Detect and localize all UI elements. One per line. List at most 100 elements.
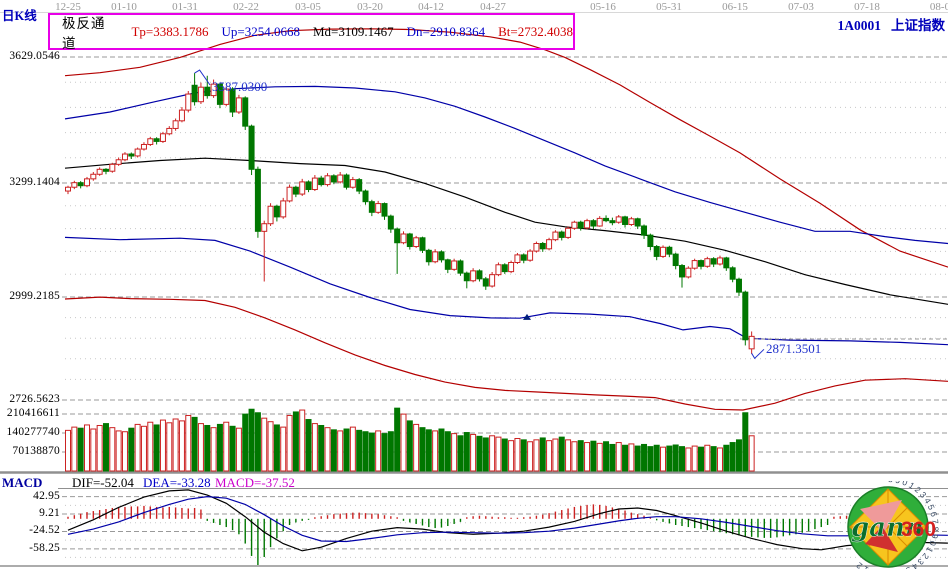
candle[interactable] xyxy=(603,217,610,222)
volume-bar[interactable] xyxy=(400,413,407,472)
candle[interactable] xyxy=(286,186,293,202)
candle[interactable] xyxy=(324,175,331,186)
candle[interactable] xyxy=(166,127,173,135)
candle[interactable] xyxy=(501,264,508,273)
volume-bar[interactable] xyxy=(77,427,84,472)
volume-bar[interactable] xyxy=(90,428,97,472)
candle[interactable] xyxy=(628,218,635,225)
volume-bar[interactable] xyxy=(634,445,641,472)
volume-bar[interactable] xyxy=(691,445,698,472)
candle[interactable] xyxy=(609,220,616,224)
volume-bar[interactable] xyxy=(565,439,572,472)
candle[interactable] xyxy=(527,250,534,261)
volume-bar[interactable] xyxy=(577,440,584,472)
volume-bar[interactable] xyxy=(698,446,704,472)
volume-bar[interactable] xyxy=(558,436,565,472)
volume-bar[interactable] xyxy=(539,437,546,472)
candle[interactable] xyxy=(710,258,717,265)
candle[interactable] xyxy=(223,88,230,105)
candle[interactable] xyxy=(330,175,337,183)
candle[interactable] xyxy=(185,93,192,111)
macd-panel-label[interactable]: MACD xyxy=(2,475,43,490)
volume-bar[interactable] xyxy=(337,430,344,472)
volume-bar[interactable] xyxy=(362,431,369,472)
volume-bar[interactable] xyxy=(387,431,394,472)
volume-bar[interactable] xyxy=(235,427,242,472)
candle[interactable] xyxy=(210,83,217,97)
volume-bar[interactable] xyxy=(223,421,230,472)
candle[interactable] xyxy=(172,120,179,129)
candle[interactable] xyxy=(514,254,521,263)
candle[interactable] xyxy=(311,177,318,191)
volume-bar[interactable] xyxy=(679,446,686,472)
candle[interactable] xyxy=(685,267,692,278)
candle[interactable] xyxy=(432,251,439,263)
candle[interactable] xyxy=(590,220,597,227)
candle[interactable] xyxy=(77,182,84,187)
volume-bar[interactable] xyxy=(628,443,635,472)
candle[interactable] xyxy=(128,153,135,157)
candle[interactable] xyxy=(349,179,356,188)
candle[interactable] xyxy=(318,177,325,186)
volume-bar[interactable] xyxy=(292,411,299,472)
volume-bar[interactable] xyxy=(210,427,217,472)
volume-bar[interactable] xyxy=(349,426,356,472)
candle[interactable] xyxy=(147,138,154,145)
volume-bar[interactable] xyxy=(115,430,122,472)
volume-bar[interactable] xyxy=(622,444,629,472)
volume-bar[interactable] xyxy=(501,438,508,472)
candle[interactable] xyxy=(267,205,274,225)
candle[interactable] xyxy=(723,257,730,269)
volume-bar[interactable] xyxy=(305,419,312,472)
candle[interactable] xyxy=(489,274,496,287)
candle[interactable] xyxy=(716,257,723,265)
volume-bar[interactable] xyxy=(438,428,445,472)
volume-bar[interactable] xyxy=(546,440,553,472)
candle[interactable] xyxy=(229,88,236,113)
volume-bar[interactable] xyxy=(254,412,261,472)
candle[interactable] xyxy=(375,203,382,213)
candle[interactable] xyxy=(140,143,147,150)
candle[interactable] xyxy=(565,227,572,238)
volume-bar[interactable] xyxy=(476,435,483,472)
volume-bar[interactable] xyxy=(653,444,660,472)
volume-bar[interactable] xyxy=(140,425,147,472)
candle[interactable] xyxy=(546,239,553,250)
candle[interactable] xyxy=(387,215,394,230)
candle[interactable] xyxy=(735,278,742,293)
candle[interactable] xyxy=(368,201,375,213)
candle[interactable] xyxy=(134,148,141,157)
candle[interactable] xyxy=(261,223,268,232)
volume-bar[interactable] xyxy=(368,432,375,472)
candle[interactable] xyxy=(121,153,128,161)
volume-bar[interactable] xyxy=(406,420,413,472)
volume-bar[interactable] xyxy=(197,423,204,472)
volume-bar[interactable] xyxy=(267,421,274,472)
candle[interactable] xyxy=(742,291,749,341)
volume-bar[interactable] xyxy=(685,447,692,472)
candle[interactable] xyxy=(273,205,280,218)
candle[interactable] xyxy=(96,168,103,175)
volume-bar[interactable] xyxy=(65,429,71,472)
candle[interactable] xyxy=(343,174,350,188)
candle[interactable] xyxy=(451,260,458,270)
volume-bar[interactable] xyxy=(641,443,648,472)
candle[interactable] xyxy=(729,267,736,280)
candle[interactable] xyxy=(660,246,667,257)
volume-bar[interactable] xyxy=(457,435,464,472)
volume-bar[interactable] xyxy=(413,423,420,472)
volume-bar[interactable] xyxy=(191,416,198,472)
volume-bar[interactable] xyxy=(729,442,736,472)
candle[interactable] xyxy=(520,254,527,261)
volume-bar[interactable] xyxy=(425,429,432,472)
candle[interactable] xyxy=(622,216,629,225)
volume-bar[interactable] xyxy=(394,407,401,472)
candle[interactable] xyxy=(584,220,591,229)
candle[interactable] xyxy=(577,221,584,229)
volume-bar[interactable] xyxy=(527,441,534,472)
candle[interactable] xyxy=(596,217,603,227)
candle[interactable] xyxy=(672,253,679,267)
candle[interactable] xyxy=(381,203,388,217)
volume-bar[interactable] xyxy=(178,420,185,472)
